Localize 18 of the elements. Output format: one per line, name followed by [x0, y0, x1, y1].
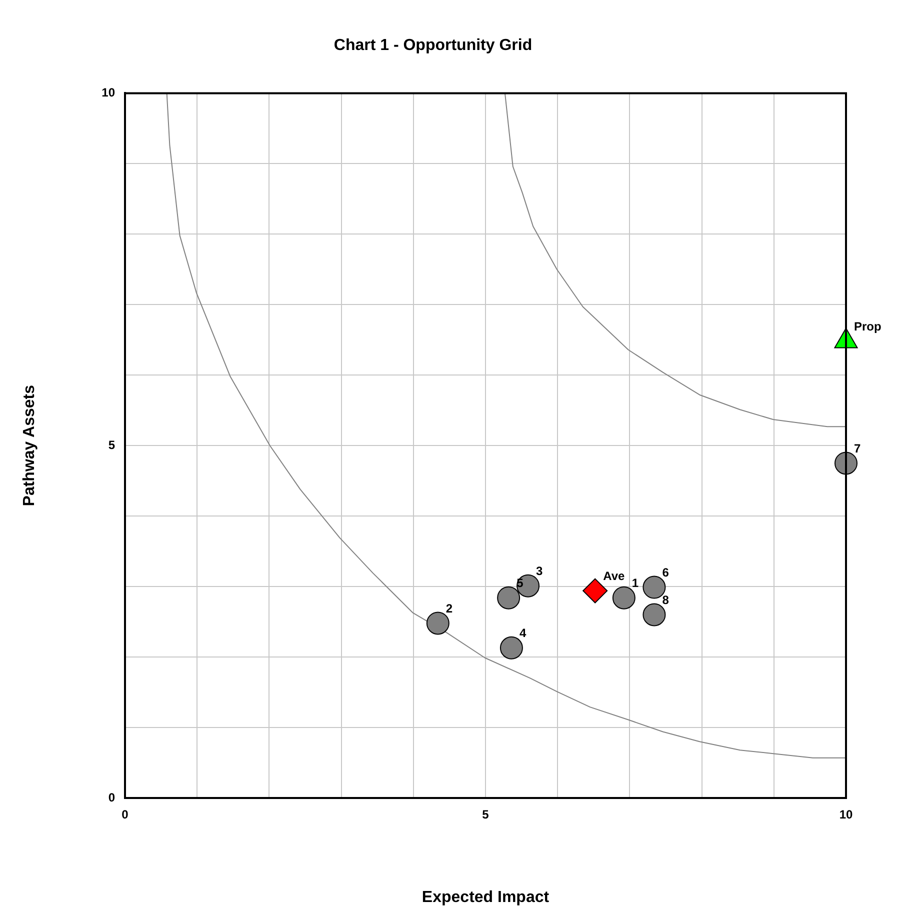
y-axis-title: Pathway Assets — [21, 384, 38, 506]
series-label: 8 — [662, 593, 670, 608]
y-tick-label: 5 — [108, 438, 116, 452]
series-label: 4 — [519, 626, 526, 640]
series-label: 3 — [536, 564, 544, 578]
series-label: 6 — [662, 566, 670, 580]
x-tick-label: 0 — [122, 808, 129, 822]
x-tick-label: 5 — [482, 808, 490, 822]
series-label: Prop — [854, 320, 882, 334]
y-tick-label: 0 — [108, 790, 116, 804]
y-tick-label: 10 — [102, 86, 116, 100]
series-label: 7 — [854, 442, 861, 456]
series-label: Ave — [603, 569, 625, 584]
chart-title: Chart 1 - Opportunity Grid — [334, 37, 532, 54]
series-label: 2 — [446, 602, 453, 616]
x-axis-title: Expected Impact — [422, 888, 550, 906]
x-tick-label: 10 — [839, 808, 853, 822]
series-label: 1 — [632, 576, 639, 590]
